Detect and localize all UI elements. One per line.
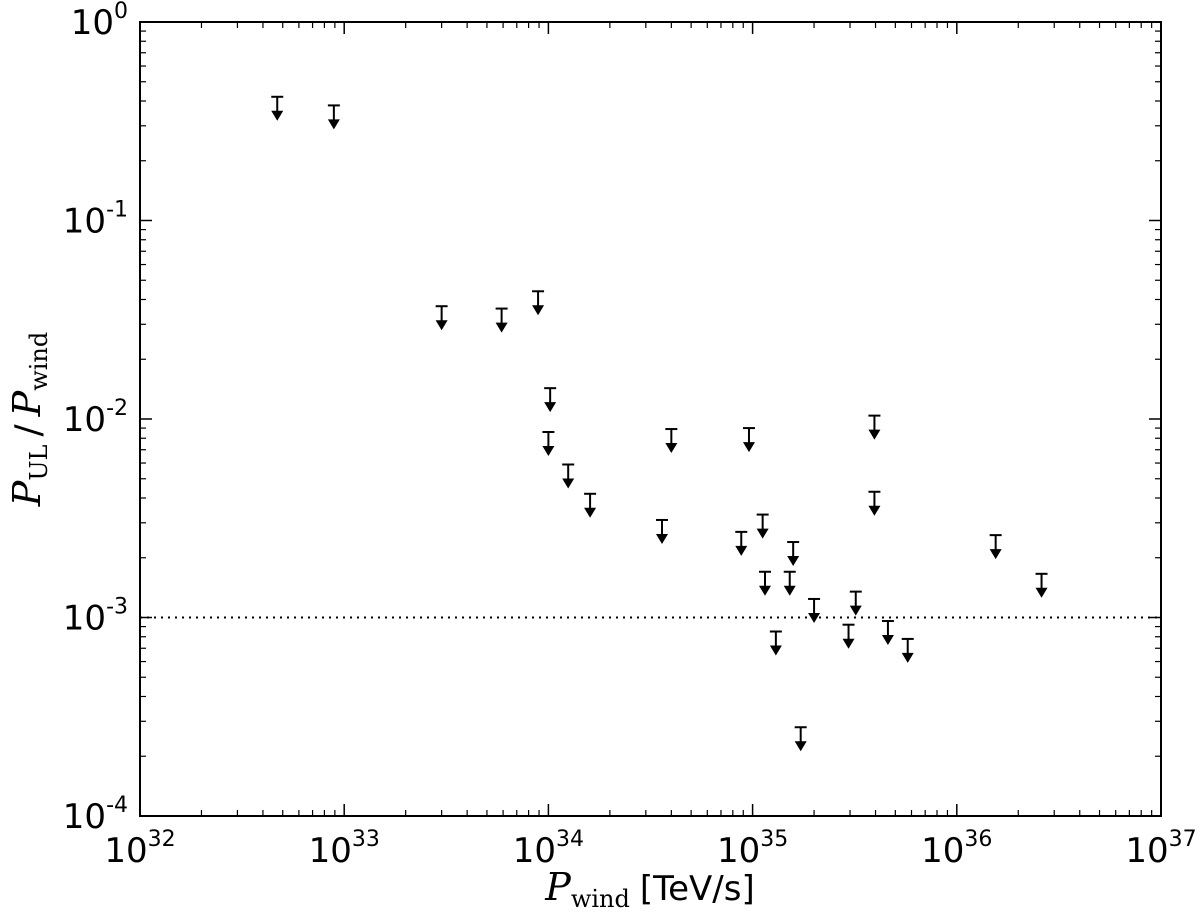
- upper-limit-arrowhead: [665, 443, 678, 454]
- upper-limit-point: [794, 726, 807, 752]
- upper-limit-point: [868, 490, 881, 516]
- upper-limit-point: [868, 414, 881, 440]
- upper-limit-arrowhead: [532, 305, 545, 316]
- tick-exponent: 0: [114, 0, 128, 24]
- tick-base: 10: [717, 831, 760, 871]
- tick-exponent: 32: [148, 827, 176, 852]
- tick-base: 10: [71, 3, 114, 43]
- y-tick-label: 10-2: [63, 396, 128, 440]
- upper-limit-point: [742, 427, 755, 453]
- y-tick-label: 10-3: [63, 595, 128, 639]
- upper-limit-point: [562, 463, 575, 489]
- y-tick-label: 100: [71, 0, 128, 43]
- upper-limit-arrowhead: [735, 545, 748, 556]
- x-tick-label: 1032: [104, 827, 175, 871]
- upper-limit-point: [769, 630, 782, 656]
- upper-limit-point: [901, 637, 914, 663]
- tick-exponent: -1: [106, 198, 128, 223]
- upper-limit-arrowhead: [901, 652, 914, 663]
- tick-base: 10: [63, 400, 106, 440]
- upper-limit-point: [756, 513, 769, 539]
- tick-exponent: 33: [352, 827, 380, 852]
- plot-frame: [139, 21, 1162, 817]
- upper-limit-arrowhead: [783, 585, 796, 596]
- y-axis-label: PUL/Pwind: [5, 332, 53, 508]
- upper-limit-point: [849, 590, 862, 616]
- upper-limit-point: [787, 541, 800, 567]
- upper-limit-point: [532, 290, 545, 316]
- upper-limit-point: [1035, 572, 1048, 598]
- tick-exponent: -4: [106, 793, 128, 818]
- upper-limit-point: [989, 534, 1002, 560]
- upper-limit-arrowhead: [756, 528, 769, 539]
- x-axis-label: Pwind [TeV/s]: [544, 865, 755, 913]
- upper-limit-arrowhead: [808, 612, 821, 623]
- upper-limit-arrowhead: [562, 478, 575, 489]
- upper-limit-point: [542, 431, 555, 457]
- ticks-layer: 1032 1033 1034 1035 1036 103710010-110-210-31…: [63, 0, 1197, 871]
- upper-limit-arrowhead: [542, 446, 555, 457]
- upper-limit-arrowhead: [584, 507, 597, 518]
- upper-limit-point: [584, 492, 597, 518]
- upper-limit-arrowhead: [544, 402, 557, 413]
- upper-limit-point: [327, 104, 340, 130]
- upper-limit-point: [842, 623, 855, 649]
- tick-exponent: 34: [556, 827, 584, 852]
- upper-limit-arrowhead: [989, 549, 1002, 560]
- upper-limit-arrowhead: [868, 429, 881, 440]
- upper-limit-arrowhead: [849, 605, 862, 616]
- tick-exponent: 35: [760, 827, 788, 852]
- upper-limit-arrowhead: [742, 442, 755, 453]
- upper-limit-arrowhead: [435, 320, 448, 331]
- upper-limit-point: [808, 597, 821, 623]
- tick-base: 10: [63, 797, 106, 837]
- upper-limit-arrowhead: [1035, 587, 1048, 598]
- tick-exponent: -2: [106, 396, 128, 421]
- upper-limit-arrowhead: [794, 741, 807, 752]
- upper-limit-point: [435, 305, 448, 331]
- upper-limit-arrowhead: [655, 533, 668, 544]
- upper-limit-point: [783, 570, 796, 596]
- upper-limit-point: [735, 530, 748, 556]
- x-tick-label: 1037: [1125, 827, 1196, 871]
- tick-base: 10: [921, 831, 964, 871]
- upper-limit-arrowhead: [758, 585, 771, 596]
- x-tick-label: 1033: [309, 827, 380, 871]
- x-tick-label: 1035: [717, 827, 788, 871]
- upper-limit-arrowhead: [881, 635, 894, 646]
- tick-base: 10: [309, 831, 352, 871]
- upper-limit-point: [665, 428, 678, 454]
- tick-base: 10: [63, 599, 106, 639]
- tick-base: 10: [513, 831, 556, 871]
- upper-limit-arrowhead: [769, 645, 782, 656]
- upper-limit-point: [495, 307, 508, 333]
- upper-limit-arrowhead: [842, 638, 855, 649]
- x-tick-label: 1034: [513, 827, 584, 871]
- upper-limit-point: [881, 620, 894, 646]
- y-tick-label: 10-1: [63, 198, 128, 242]
- tick-exponent: 36: [964, 827, 992, 852]
- upper-limit-arrowhead: [495, 322, 508, 333]
- tick-base: 10: [104, 831, 147, 871]
- upper-limit-point: [544, 387, 557, 413]
- upper-limit-point: [271, 95, 284, 121]
- tick-base: 10: [1125, 831, 1168, 871]
- upper-limit-arrowhead: [787, 556, 800, 567]
- tick-base: 10: [63, 202, 106, 242]
- upper-limit-arrowhead: [868, 505, 881, 516]
- tick-exponent: 37: [1169, 827, 1197, 852]
- x-tick-label: 1036: [921, 827, 992, 871]
- tick-exponent: -3: [106, 595, 128, 620]
- upper-limit-arrowhead: [271, 110, 284, 121]
- points-layer: [271, 95, 1048, 752]
- upper-limit-point: [758, 570, 771, 596]
- upper-limit-point: [655, 518, 668, 544]
- y-tick-label: 10-4: [63, 793, 128, 837]
- upper-limit-arrowhead: [327, 119, 340, 130]
